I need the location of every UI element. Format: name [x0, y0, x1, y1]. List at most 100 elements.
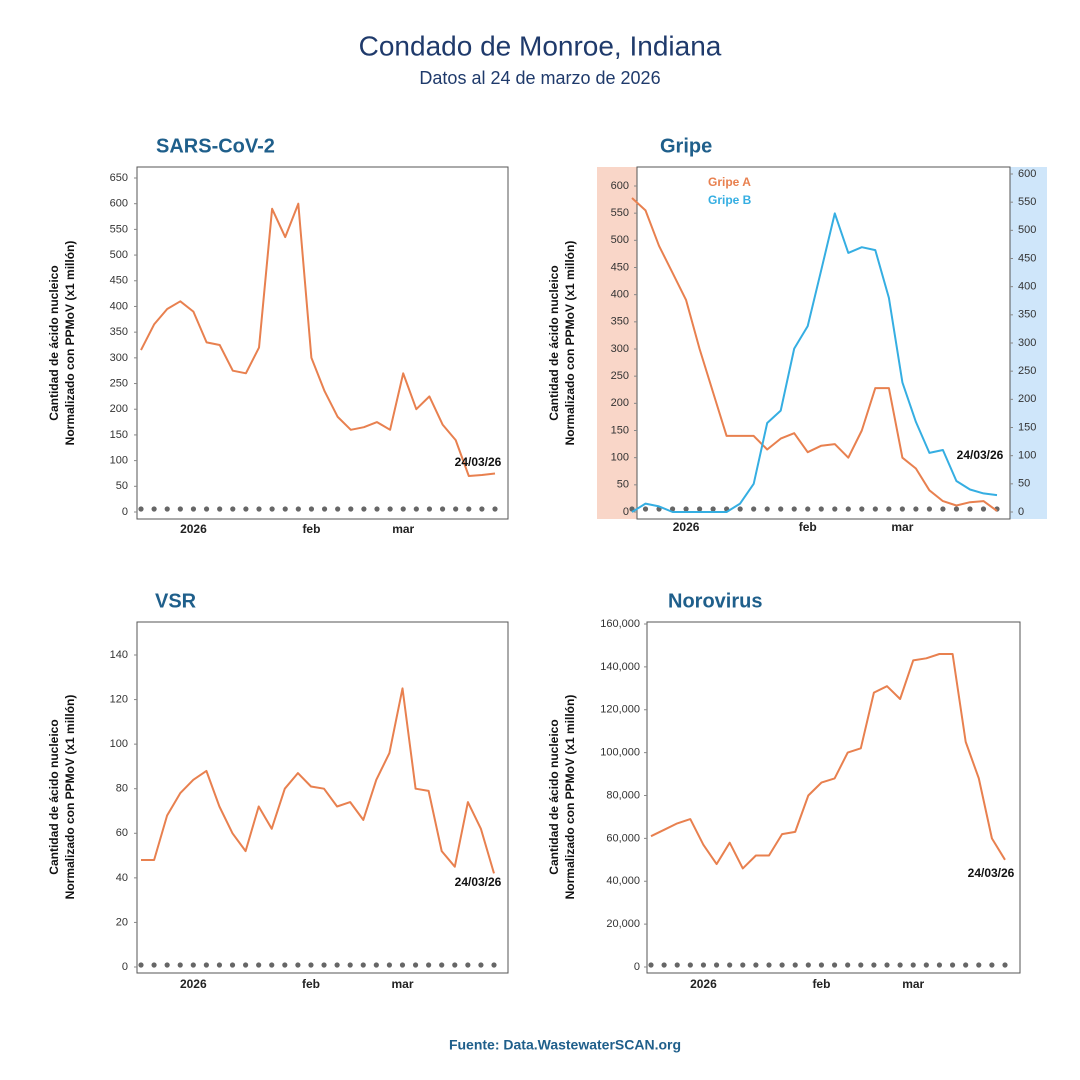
y-tick-label: 120,000: [600, 704, 640, 716]
y-tick-label: 140: [110, 649, 128, 661]
sample-dot: [805, 506, 811, 512]
y2-tick-label: 500: [1018, 224, 1036, 236]
y-tick-label: 250: [110, 377, 128, 389]
sample-dot: [190, 962, 196, 968]
sample-dot: [683, 506, 689, 512]
sample-dot: [737, 506, 743, 512]
sample-dot: [886, 506, 892, 512]
sample-dot: [243, 506, 249, 512]
sample-dot: [980, 506, 987, 512]
y2-tick-label: 250: [1018, 365, 1036, 377]
x-tick-label: mar: [391, 977, 413, 991]
y-axis-label: Cantidad de ácido nucleico: [547, 265, 561, 420]
sample-dot: [361, 506, 367, 512]
x-tick-label: 2026: [673, 520, 700, 534]
line: [141, 687, 495, 874]
sample-dot: [648, 962, 654, 968]
sample-dot: [751, 506, 757, 512]
sample-dot: [256, 506, 262, 512]
x-tick-label: mar: [891, 520, 913, 534]
sample-dot: [923, 962, 929, 968]
sample-dot: [479, 506, 485, 512]
panel-title: Gripe: [660, 135, 712, 157]
sample-dot: [779, 962, 785, 968]
sample-dot: [491, 962, 497, 968]
sample-dot: [203, 506, 210, 512]
y-tick-label: 650: [110, 172, 128, 184]
sample-dot: [373, 962, 379, 968]
sample-dot: [439, 506, 446, 512]
y-tick-label: 20,000: [606, 918, 640, 930]
sample-dot: [884, 962, 890, 968]
x-tick-label: feb: [799, 520, 817, 534]
y-tick-label: 500: [110, 249, 128, 261]
sample-dot: [164, 506, 170, 512]
sample-dot: [872, 506, 878, 512]
sample-dot: [766, 962, 772, 968]
y-tick-label: 150: [611, 424, 629, 436]
sample-dot: [661, 962, 667, 968]
x-tick-label: feb: [812, 977, 830, 991]
sample-dot: [953, 506, 960, 512]
sample-dot: [727, 962, 733, 968]
sample-dot: [936, 962, 943, 968]
y-axis-label: Normalizado con PPMoV (x1 millón): [63, 241, 77, 446]
sample-dot: [700, 962, 707, 968]
x-tick-label: feb: [302, 977, 320, 991]
sample-dot: [360, 962, 366, 968]
y-tick-label: 150: [110, 429, 128, 441]
y-tick-label: 50: [116, 480, 128, 492]
y-tick-label: 20: [116, 916, 128, 928]
y-tick-label: 250: [611, 370, 629, 382]
sample-dot: [151, 962, 157, 968]
y-tick-label: 400: [611, 289, 629, 301]
sample-dot: [989, 962, 995, 968]
x-tick-label: 2026: [180, 522, 207, 536]
plot-frame: [636, 166, 1011, 520]
y-tick-label: 0: [122, 961, 128, 973]
y2-tick-label: 450: [1018, 252, 1036, 264]
sample-dot: [740, 962, 746, 968]
sample-dot: [818, 962, 825, 968]
sample-dot: [845, 962, 851, 968]
sample-dot: [764, 506, 770, 512]
sample-dot: [295, 962, 301, 968]
page-title: Condado de Monroe, Indiana: [359, 30, 722, 61]
panel-title: VSR: [155, 590, 197, 612]
y2-tick-label: 50: [1018, 478, 1030, 490]
sample-dot: [374, 506, 380, 512]
y-tick-label: 100: [611, 452, 629, 464]
sample-dot: [778, 506, 784, 512]
sample-dot: [308, 506, 315, 512]
sample-dot: [963, 962, 969, 968]
sample-dot: [203, 962, 209, 968]
y-tick-label: 160,000: [600, 618, 640, 630]
y-tick-label: 0: [122, 506, 128, 518]
sample-dot: [831, 962, 838, 968]
y-tick-label: 40: [116, 872, 128, 884]
y-tick-label: 80: [116, 783, 128, 795]
sample-dot: [387, 506, 393, 512]
sample-dot: [897, 962, 903, 968]
y-tick-label: 40,000: [606, 875, 640, 887]
y2-tick-label: 150: [1018, 421, 1036, 433]
y2-tick-label: 300: [1018, 337, 1036, 349]
sample-dot: [164, 962, 170, 968]
y-tick-label: 450: [611, 261, 629, 273]
sample-dot: [871, 962, 877, 968]
y-tick-label: 0: [634, 961, 640, 973]
sample-dot: [426, 962, 432, 968]
sample-dot: [818, 506, 824, 512]
sample-dot: [949, 962, 956, 968]
y-axis-label: Normalizado con PPMoV (x1 millón): [563, 241, 577, 446]
y2-tick-label: 350: [1018, 309, 1036, 321]
sample-dot: [386, 962, 393, 968]
sample-dot: [466, 506, 472, 512]
sample-dot: [282, 962, 288, 968]
plot-frame: [646, 621, 1021, 974]
sample-dot: [335, 506, 341, 512]
line: [140, 202, 496, 477]
y-tick-label: 600: [110, 198, 128, 210]
y2-tick-label: 550: [1018, 196, 1036, 208]
